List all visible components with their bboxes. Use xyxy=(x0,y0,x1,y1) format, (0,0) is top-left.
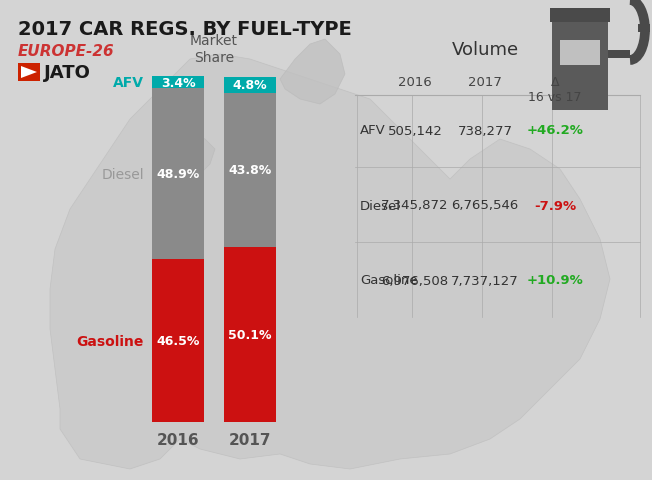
Bar xyxy=(552,21,608,111)
Bar xyxy=(224,247,276,422)
Text: -7.9%: -7.9% xyxy=(534,199,576,212)
Text: 3.4%: 3.4% xyxy=(160,76,196,89)
Polygon shape xyxy=(158,135,215,200)
Polygon shape xyxy=(50,55,610,469)
Text: 6,765,546: 6,765,546 xyxy=(451,199,518,212)
Text: 2016: 2016 xyxy=(156,432,200,447)
Text: Gasoline: Gasoline xyxy=(77,334,144,348)
Text: 48.9%: 48.9% xyxy=(156,168,200,181)
Bar xyxy=(224,94,276,247)
Text: Diesel: Diesel xyxy=(101,168,144,181)
Text: 2017: 2017 xyxy=(468,76,502,89)
Text: 50.1%: 50.1% xyxy=(228,328,272,341)
Text: 2017: 2017 xyxy=(229,432,271,447)
Text: EUROPE-26: EUROPE-26 xyxy=(18,44,115,59)
Text: 46.5%: 46.5% xyxy=(156,335,200,348)
Text: +10.9%: +10.9% xyxy=(527,274,584,287)
Text: 6,976,508: 6,976,508 xyxy=(381,274,449,287)
Text: Δ
16 vs 17: Δ 16 vs 17 xyxy=(528,76,582,104)
Text: JATO: JATO xyxy=(44,64,91,82)
Text: 7,345,872: 7,345,872 xyxy=(381,199,449,212)
Bar xyxy=(550,9,610,23)
Text: Gasoline: Gasoline xyxy=(360,274,418,287)
Polygon shape xyxy=(280,40,345,105)
Text: AFV: AFV xyxy=(113,76,144,90)
FancyBboxPatch shape xyxy=(18,64,40,82)
Text: Volume: Volume xyxy=(451,41,518,59)
Text: Market
Share: Market Share xyxy=(190,34,238,65)
Bar xyxy=(152,260,204,422)
Text: 738,277: 738,277 xyxy=(458,124,512,137)
Bar xyxy=(152,77,204,89)
Bar xyxy=(560,41,600,66)
Bar xyxy=(224,77,276,94)
Text: 505,142: 505,142 xyxy=(387,124,443,137)
Bar xyxy=(152,89,204,260)
Text: Diesel: Diesel xyxy=(360,199,401,212)
Text: 7,737,127: 7,737,127 xyxy=(451,274,519,287)
Text: 2016: 2016 xyxy=(398,76,432,89)
Text: +46.2%: +46.2% xyxy=(527,124,584,137)
Text: 43.8%: 43.8% xyxy=(228,164,272,177)
Polygon shape xyxy=(21,67,37,79)
FancyBboxPatch shape xyxy=(608,51,630,59)
Text: 2017 CAR REGS. BY FUEL-TYPE: 2017 CAR REGS. BY FUEL-TYPE xyxy=(18,20,351,39)
Text: 4.8%: 4.8% xyxy=(233,79,267,92)
Text: AFV: AFV xyxy=(360,124,386,137)
Bar xyxy=(638,25,650,33)
